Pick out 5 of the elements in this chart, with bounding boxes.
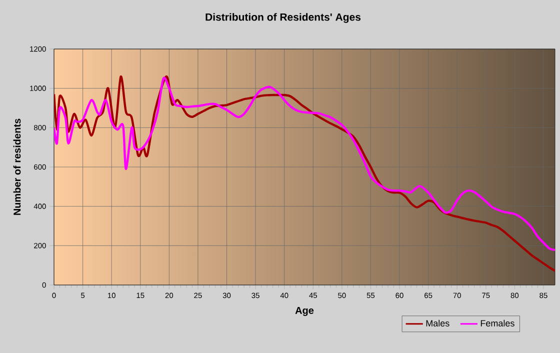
chart-title: Distribution of Residents' Ages	[206, 13, 361, 23]
x-axis-title: Age	[295, 306, 314, 316]
legend-label: Males	[426, 320, 450, 326]
y-axis-title: Number of residents	[13, 118, 21, 215]
legend-label: Females	[480, 320, 514, 326]
